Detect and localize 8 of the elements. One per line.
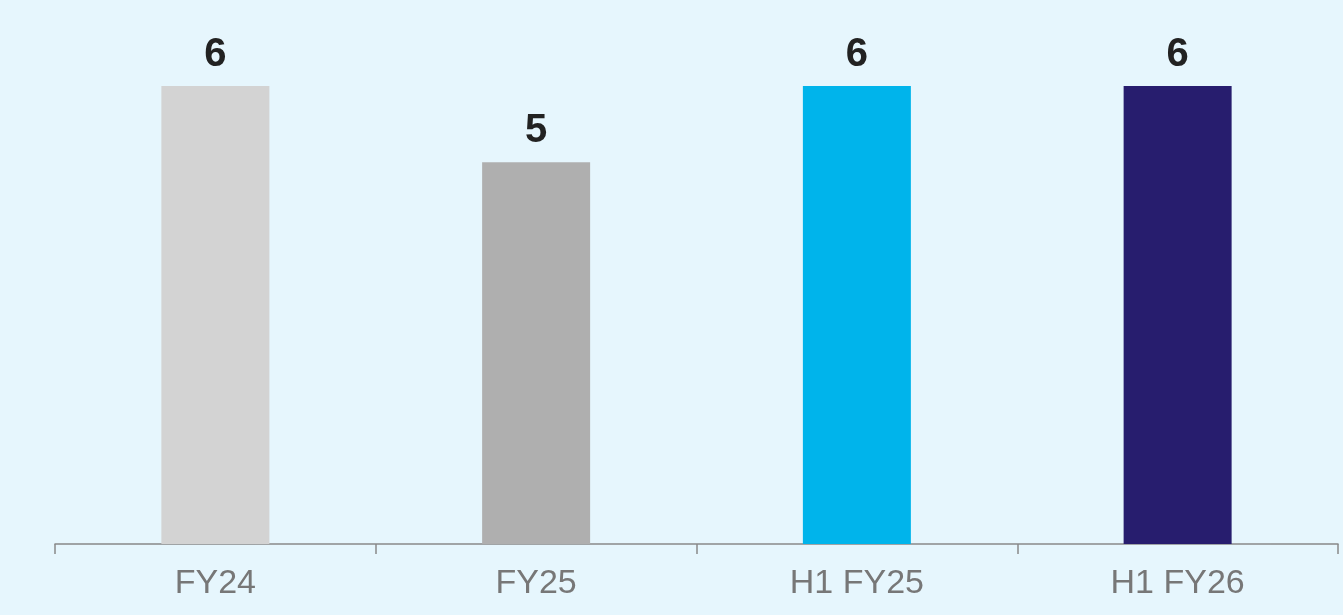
data-label: 6 — [204, 30, 227, 74]
data-label: 5 — [525, 106, 548, 151]
data-label: 6 — [845, 30, 868, 74]
x-tick-label: H1 FY26 — [1110, 562, 1245, 600]
data-label: 6 — [1166, 30, 1189, 74]
x-tick-label: H1 FY25 — [789, 562, 924, 600]
x-tick-label: FY24 — [174, 562, 257, 600]
x-tick-label: FY25 — [495, 562, 577, 600]
